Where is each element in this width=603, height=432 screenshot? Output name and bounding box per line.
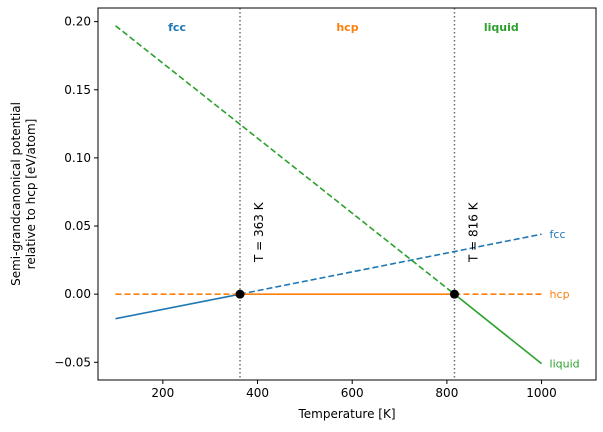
y-tick-label: 0.10 — [64, 151, 91, 165]
phase-region-label: fcc — [168, 21, 186, 34]
phase-region-label: liquid — [484, 21, 519, 34]
chart-marks: fcc hcp liquid T = 363 K T = 816 K fcc hcp liqu… — [115, 8, 580, 380]
y-tick-label: 0.20 — [64, 15, 91, 29]
y-tick-label: 0.00 — [64, 287, 91, 301]
plot-frame — [97, 7, 597, 381]
x-tick-label: 1000 — [526, 386, 557, 400]
transition-label: T = 363 K — [252, 201, 266, 263]
hcp-series-label: hcp — [550, 288, 570, 301]
y-tick-label: 0.15 — [64, 83, 91, 97]
y-axis-label-line1: Semi-grandcanonical potential — [9, 102, 23, 286]
x-tick-label: 400 — [246, 386, 269, 400]
y-tick-label: 0.05 — [64, 219, 91, 233]
x-axis-label: Temperature [K] — [297, 407, 395, 421]
liquid-series-label: liquid — [550, 358, 580, 371]
transition-point — [449, 289, 459, 299]
y-tick-label: −0.05 — [54, 355, 91, 369]
x-tick-label: 600 — [341, 386, 364, 400]
transition-point — [235, 289, 245, 299]
x-tick-label: 200 — [151, 386, 174, 400]
y-axis-label-line2: relative to hcp [eV/atom] — [24, 119, 38, 270]
liquid-solid-line — [453, 293, 543, 365]
liquid-dashed-line — [115, 25, 455, 295]
fcc-dashed-line — [239, 233, 542, 295]
axes: 200 400 600 800 1000 −0.05 0.00 0.05 0.10 0.15 0.2… — [54, 7, 597, 400]
transition-label: T = 816 K — [466, 201, 480, 263]
phase-region-label: hcp — [336, 21, 358, 34]
fcc-solid-line — [115, 293, 241, 320]
x-tick-label: 800 — [435, 386, 458, 400]
fcc-series-label: fcc — [550, 228, 566, 241]
